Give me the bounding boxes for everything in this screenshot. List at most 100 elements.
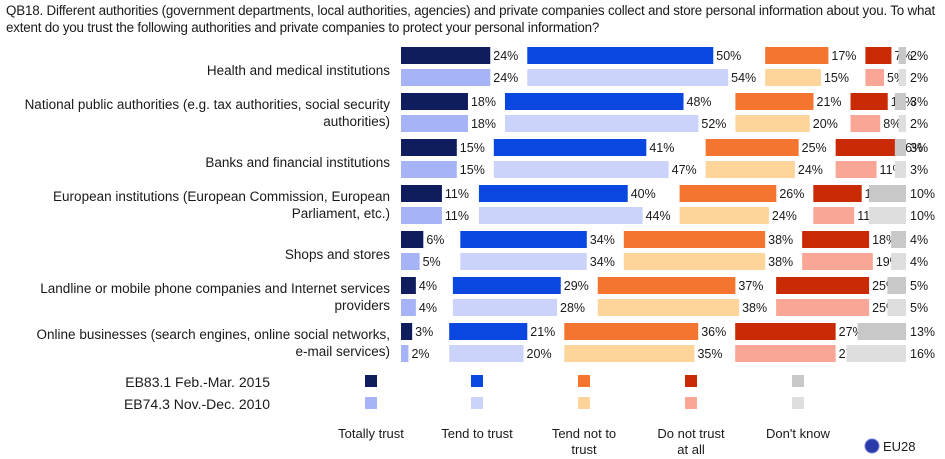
data-label: 15% — [460, 163, 485, 177]
legend-swatch — [578, 375, 590, 387]
data-label: 5% — [910, 279, 928, 293]
legend-swatch — [685, 375, 697, 387]
chart-title: QB18. Different authorities (government … — [6, 3, 935, 35]
data-label: 50% — [716, 49, 741, 63]
eu-flag-icon — [864, 438, 880, 454]
data-label: 4% — [910, 255, 928, 269]
bar-segment — [478, 185, 628, 202]
data-label: 10% — [910, 187, 935, 201]
legend-category-label: Tend not to — [552, 426, 616, 441]
bar-segment — [493, 161, 669, 178]
bar-segment — [504, 115, 699, 132]
legend-swatch — [365, 397, 377, 409]
legend-category-label: Don't know — [766, 426, 831, 441]
data-label: 40% — [631, 187, 656, 201]
bar-segment — [623, 253, 766, 270]
data-label: 34% — [590, 233, 615, 247]
bar-segment — [493, 139, 647, 156]
bar-segment — [401, 115, 468, 132]
bar-segment — [401, 299, 416, 316]
bar-segment — [449, 323, 528, 340]
bar-segment — [679, 207, 769, 224]
category-label: providers — [334, 298, 390, 313]
bar-segment — [705, 161, 795, 178]
data-label: 41% — [649, 141, 674, 155]
bar-segment — [898, 47, 906, 64]
bar-segment — [850, 93, 888, 110]
bar-segment — [401, 231, 424, 248]
bar-segment — [527, 69, 729, 86]
data-label: 6% — [426, 233, 444, 247]
data-label: 2% — [411, 347, 429, 361]
bar-segment — [813, 207, 855, 224]
legend-category-label: Tend to trust — [441, 426, 513, 441]
data-label: 3% — [910, 141, 928, 155]
bar-segment — [868, 185, 906, 202]
legend-swatch — [365, 375, 377, 387]
bar-segment — [735, 323, 836, 340]
bar-segment — [835, 161, 877, 178]
category-label: National public authorities (e.g. tax au… — [25, 97, 391, 112]
data-label: 21% — [530, 325, 555, 339]
data-label: 38% — [768, 255, 793, 269]
bar-segment — [401, 207, 442, 224]
data-label: 20% — [813, 117, 838, 131]
data-label: 18% — [471, 117, 496, 131]
data-label: 29% — [564, 279, 589, 293]
data-label: 27% — [839, 325, 864, 339]
bar-segment — [504, 93, 684, 110]
data-label: 18% — [872, 233, 897, 247]
bar-segment — [679, 185, 777, 202]
data-label: 15% — [824, 71, 849, 85]
bar-segment — [401, 345, 409, 362]
legend-series-label: EB83.1 Feb.-Mar. 2015 — [125, 374, 270, 390]
data-label: 34% — [590, 255, 615, 269]
bar-segment — [401, 139, 457, 156]
bar-segment — [850, 115, 881, 132]
data-label: 28% — [560, 301, 585, 315]
legend-swatch — [471, 397, 483, 409]
bar-segment — [735, 115, 810, 132]
bar-segment — [898, 115, 906, 132]
bar-segment — [898, 69, 906, 86]
data-label: 24% — [493, 71, 518, 85]
bar-segment — [865, 47, 892, 64]
legend-category-label: at all — [677, 442, 705, 457]
bar-segment — [597, 277, 736, 294]
category-label: e-mail services) — [295, 344, 390, 359]
data-label: 24% — [798, 163, 823, 177]
bar-segment — [776, 299, 870, 316]
bar-segment — [564, 345, 695, 362]
bar-segment — [887, 277, 906, 294]
bar-segment — [802, 231, 870, 248]
legend-swatch — [685, 397, 697, 409]
data-label: 3% — [910, 95, 928, 109]
legend-category-label: trust — [571, 442, 597, 457]
legend-swatch — [792, 397, 804, 409]
bar-segment — [401, 277, 416, 294]
category-label: European institutions (European Commissi… — [53, 189, 390, 204]
data-label: 21% — [817, 95, 842, 109]
bar-segment — [460, 253, 587, 270]
bar-segment — [865, 69, 884, 86]
bar-segment — [449, 345, 524, 362]
bar-segment — [735, 93, 814, 110]
data-label: 3% — [910, 163, 928, 177]
bar-segment — [735, 345, 836, 362]
bar-segment — [894, 93, 906, 110]
data-label: 5% — [910, 301, 928, 315]
data-label: 2% — [910, 117, 928, 131]
data-label: 52% — [701, 117, 726, 131]
category-label: Shops and stores — [285, 247, 390, 262]
data-label: 17% — [831, 49, 856, 63]
data-label: 8% — [883, 117, 901, 131]
bar-segment — [564, 323, 699, 340]
legend-category-label: Totally trust — [338, 426, 404, 441]
bar-segment — [776, 277, 870, 294]
data-label: 48% — [687, 95, 712, 109]
legend-category-label: Do not trust — [657, 426, 725, 441]
category-label: Online businesses (search engines, onlin… — [37, 327, 390, 342]
bar-segment — [891, 231, 906, 248]
data-label: 4% — [910, 233, 928, 247]
data-label: 3% — [415, 325, 433, 339]
